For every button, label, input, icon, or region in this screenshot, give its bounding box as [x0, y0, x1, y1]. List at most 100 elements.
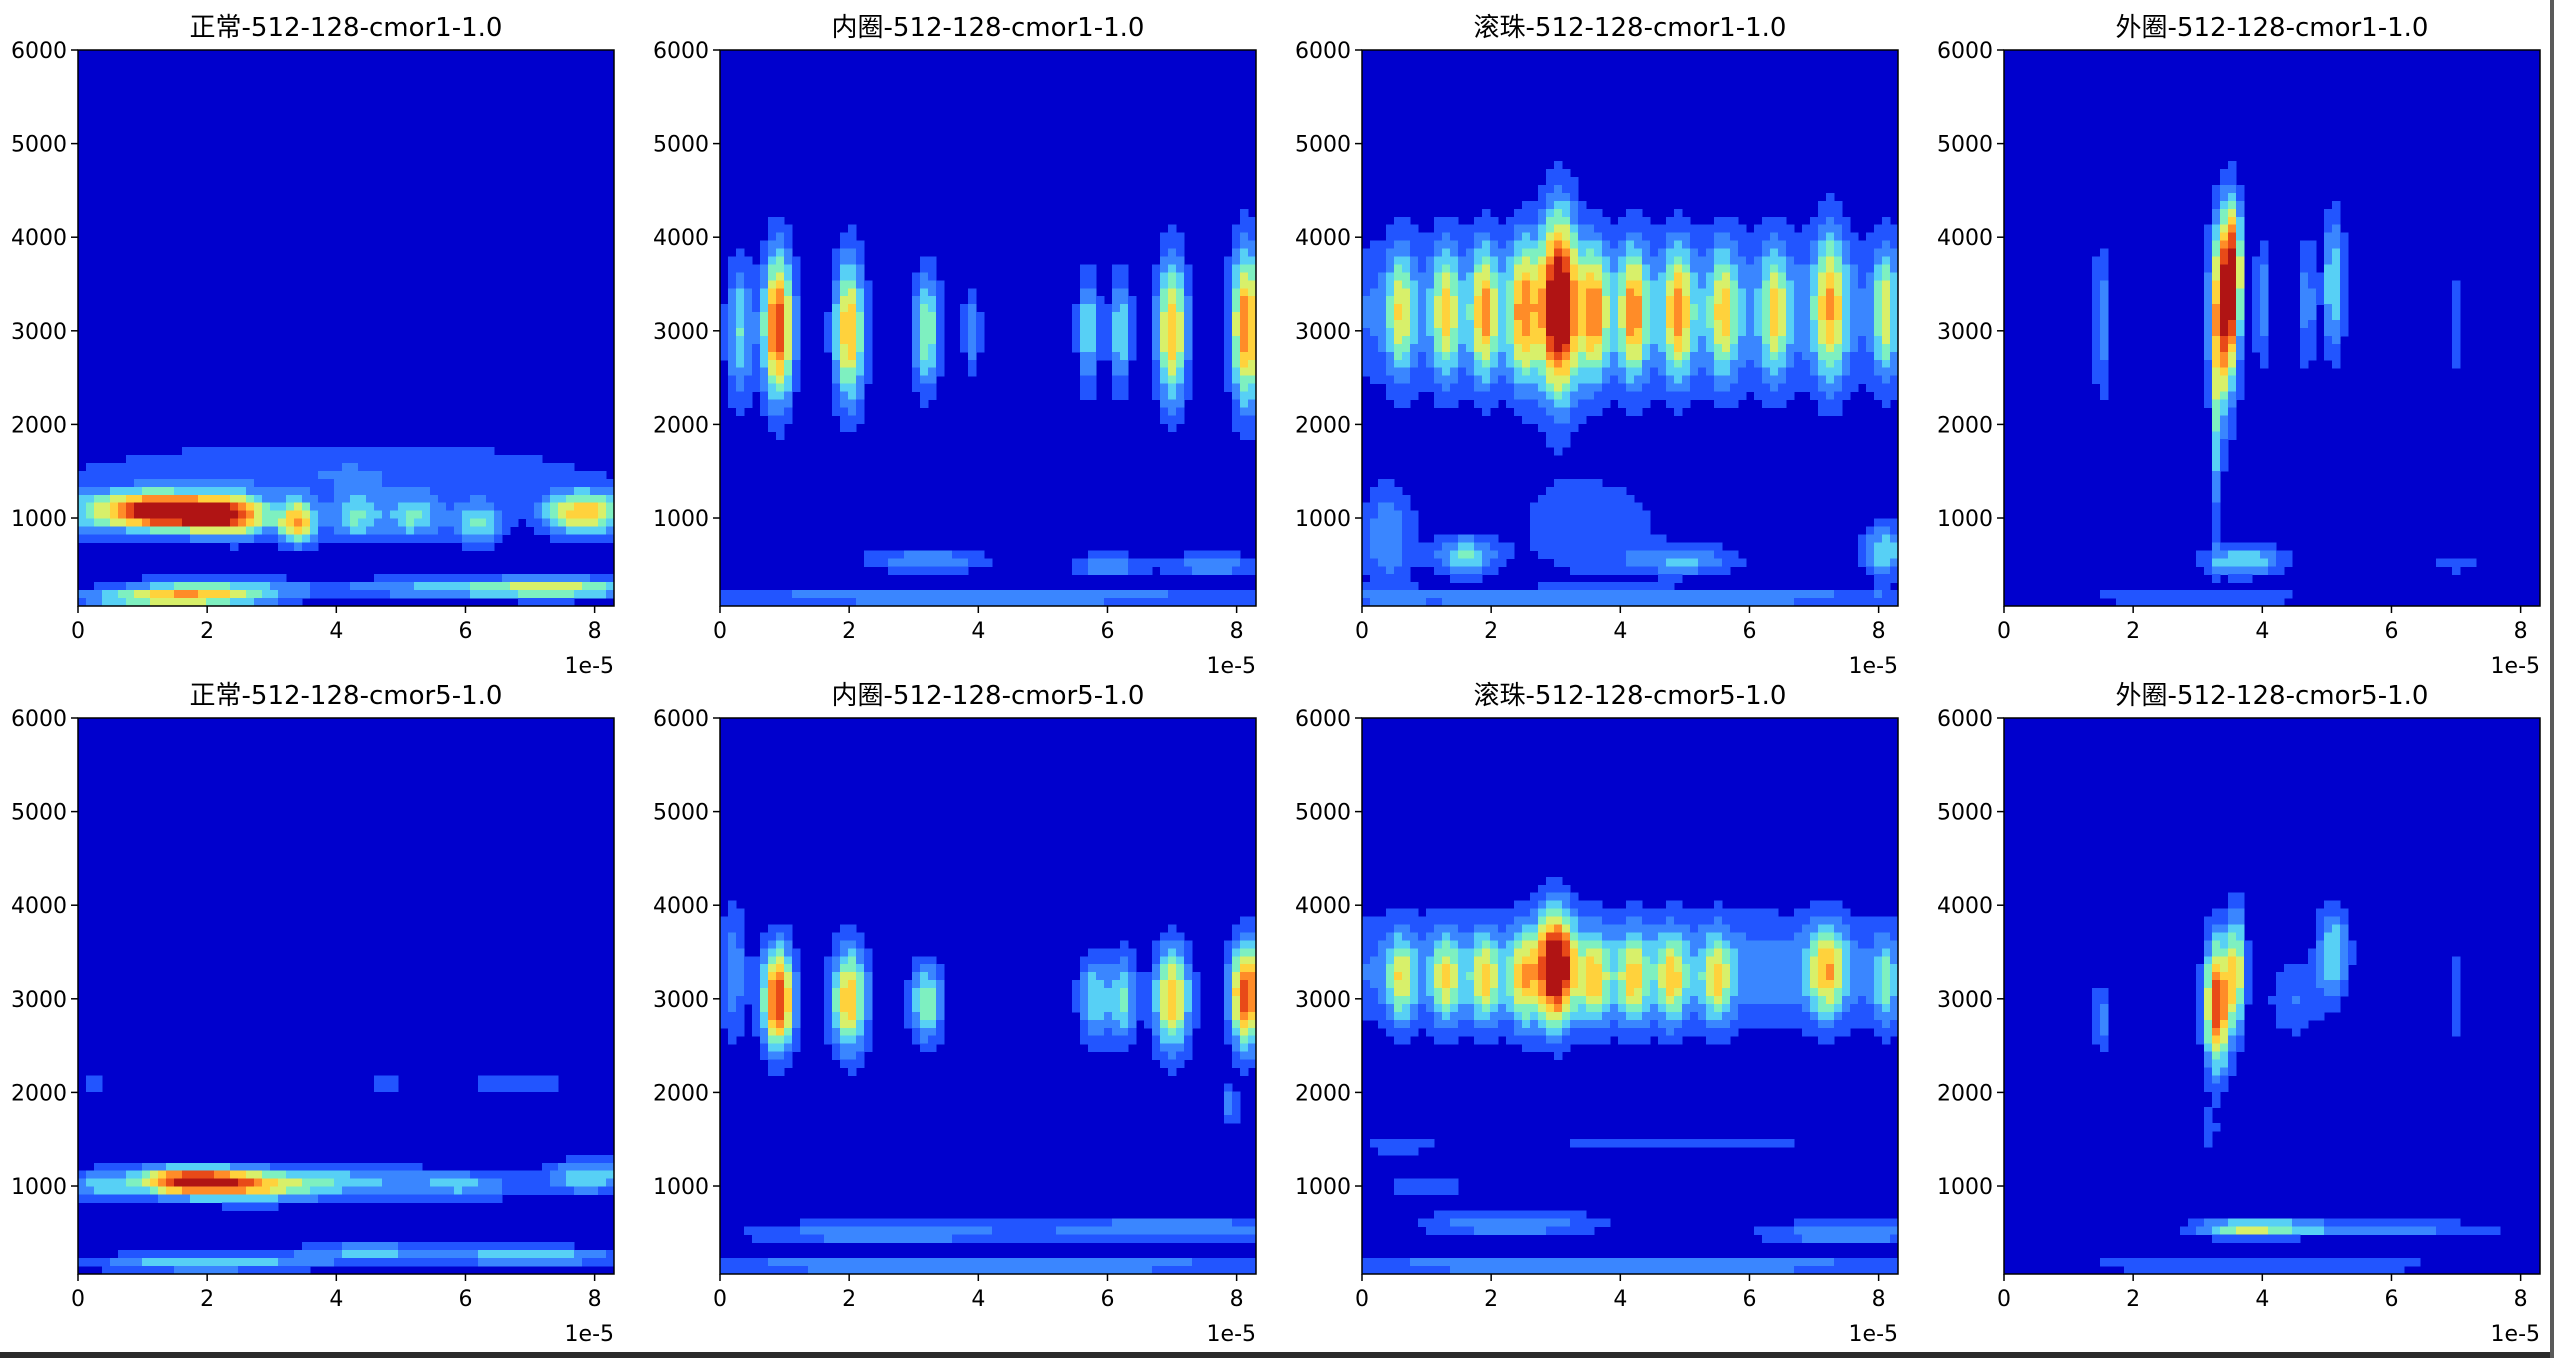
heatmap-cell: [776, 240, 785, 250]
heatmap-cell: [1184, 312, 1193, 321]
heatmap-cell: [1240, 343, 1249, 353]
heatmap-cell: [150, 486, 159, 496]
heatmap-cell: [1554, 494, 1563, 504]
heatmap-cell: [78, 494, 87, 504]
heatmap-cell: [134, 534, 143, 544]
heatmap-cell: [912, 288, 921, 297]
heatmap-cell: [1160, 312, 1169, 321]
heatmap-cell: [1200, 558, 1209, 567]
heatmap-cell: [1626, 280, 1635, 289]
heatmap-cell: [1466, 224, 1475, 234]
heatmap-cell: [1874, 296, 1883, 305]
heatmap-cell: [534, 478, 543, 488]
heatmap-cell: [262, 1202, 271, 1212]
heatmap-cell: [2300, 248, 2309, 258]
heatmap-cell: [118, 534, 127, 544]
heatmap-cell: [1386, 272, 1395, 281]
heatmap-cell: [1562, 200, 1571, 210]
heatmap-cell: [2228, 161, 2237, 170]
heatmap-cell: [422, 455, 431, 464]
heatmap-cell: [1778, 391, 1787, 401]
heatmap-cell: [1602, 383, 1611, 393]
heatmap-cell: [486, 502, 495, 512]
heatmap-cell: [1602, 518, 1611, 528]
heatmap-cell: [486, 542, 495, 551]
heatmap-cell: [166, 1186, 175, 1196]
heatmap-cell: [590, 486, 599, 496]
heatmap-cell: [326, 518, 335, 528]
heatmap-cell: [1730, 399, 1739, 409]
heatmap-cell: [1866, 566, 1875, 575]
heatmap-cell: [1882, 590, 1891, 599]
heatmap-cell: [1554, 192, 1563, 202]
heatmap-cell: [1370, 550, 1379, 559]
heatmap-cell: [478, 455, 487, 464]
heatmap-cell: [2212, 304, 2221, 313]
heatmap-cell: [414, 1186, 423, 1196]
heatmap-cell: [1458, 280, 1467, 289]
heatmap-cell: [2196, 590, 2205, 599]
heatmap-cell: [928, 296, 937, 305]
heatmap-cell: [1770, 216, 1779, 226]
heatmap-cell: [1562, 494, 1571, 504]
heatmap-cell: [1434, 391, 1443, 401]
heatmap-cell: [1530, 335, 1539, 345]
heatmap-cell: [1104, 328, 1113, 337]
heatmap-cell: [254, 463, 263, 472]
heatmap-cell: [606, 1154, 615, 1164]
heatmap-cell: [294, 463, 303, 472]
heatmap-cell: [1538, 224, 1547, 234]
heatmap-cell: [190, 1186, 199, 1196]
heatmap-cell: [1490, 320, 1499, 329]
heatmap-cell: [1738, 248, 1747, 258]
heatmap-cell: [1088, 312, 1097, 321]
heatmap-cell: [1890, 304, 1899, 313]
heatmap-cell: [1602, 391, 1611, 401]
heatmap-cell: [928, 558, 937, 567]
heatmap-cell: [446, 526, 455, 536]
heatmap-cell: [1546, 280, 1555, 289]
heatmap-cell: [358, 486, 367, 496]
heatmap-cell: [1514, 375, 1523, 385]
heatmap-cell: [1706, 264, 1715, 273]
heatmap-cell: [1232, 590, 1241, 599]
heatmap-cell: [2324, 216, 2333, 226]
heatmap-cell: [358, 590, 367, 599]
heatmap-cell: [1554, 216, 1563, 226]
heatmap-cell: [222, 510, 231, 520]
heatmap-cell: [736, 304, 745, 313]
heatmap-cell: [198, 574, 207, 583]
heatmap-cell: [1674, 598, 1683, 607]
heatmap-cell: [310, 447, 319, 456]
heatmap-cell: [478, 542, 487, 551]
heatmap-cell: [390, 1178, 399, 1188]
heatmap-cell: [286, 510, 295, 520]
heatmap-cell: [2324, 264, 2333, 273]
heatmap-cell: [1602, 216, 1611, 226]
heatmap-cell: [1498, 320, 1507, 329]
heatmap-cell: [102, 486, 111, 496]
heatmap-cell: [1714, 304, 1723, 313]
heatmap-cell: [1386, 566, 1395, 575]
heatmap-cell: [2220, 185, 2229, 194]
heatmap-cell: [1160, 256, 1169, 266]
heatmap-cell: [1618, 399, 1627, 409]
heatmap-cell: [920, 280, 929, 289]
heatmap-cell: [1570, 351, 1579, 361]
y-tick-label: 4000: [1295, 226, 1351, 251]
heatmap-cell: [1634, 391, 1643, 401]
heatmap-cell: [752, 383, 761, 393]
heatmap-cell: [1200, 590, 1209, 599]
heatmap-cell: [1570, 216, 1579, 226]
heatmap-cell: [920, 351, 929, 361]
heatmap-cell: [1482, 391, 1491, 401]
heatmap-cell: [1522, 224, 1531, 234]
heatmap-cell: [94, 1162, 103, 1172]
heatmap-cell: [542, 1083, 551, 1092]
heatmap-cell: [1482, 542, 1491, 551]
heatmap-cell: [1176, 272, 1185, 281]
heatmap-cell: [142, 494, 151, 504]
heatmap-cell: [238, 455, 247, 464]
heatmap-cell: [2276, 590, 2285, 599]
heatmap-cell: [2252, 296, 2261, 305]
